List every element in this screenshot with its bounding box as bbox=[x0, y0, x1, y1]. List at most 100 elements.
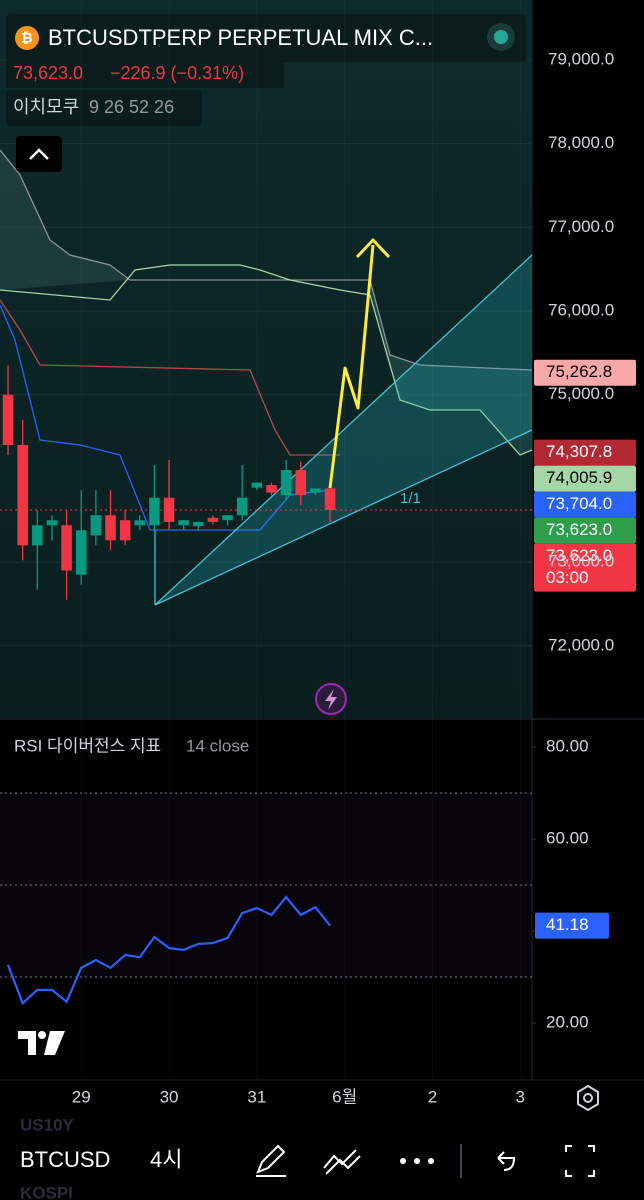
candle-body bbox=[251, 482, 263, 488]
cloud-fill bbox=[0, 150, 130, 290]
candle-body bbox=[178, 520, 189, 526]
candle-body bbox=[266, 485, 277, 493]
arrow-path bbox=[328, 244, 375, 489]
candle-body bbox=[236, 497, 248, 516]
y-tick-label: 79,000.0 bbox=[548, 49, 614, 68]
tv-logo bbox=[18, 1031, 65, 1055]
header-box bbox=[6, 14, 526, 62]
toolbar bbox=[0, 1118, 644, 1200]
ichimoku bbox=[0, 149, 533, 531]
symbol-button[interactable]: BTCUSD bbox=[20, 1147, 110, 1172]
dot bbox=[428, 1158, 434, 1164]
candle-body bbox=[2, 394, 14, 445]
more-button[interactable] bbox=[400, 1158, 434, 1164]
candle-body bbox=[75, 530, 87, 575]
y-tick-label: 78,000.0 bbox=[548, 133, 614, 152]
fan-drawing bbox=[154, 254, 533, 606]
candle-body bbox=[149, 497, 160, 526]
bolt bbox=[325, 689, 337, 710]
price-labels: 75,262.8 74,307.8 74,005.9 73,704.0 73,623.0… bbox=[534, 359, 636, 592]
y-tick-label: 60.00 bbox=[546, 829, 589, 848]
price-box bbox=[6, 62, 284, 88]
collapse-button[interactable] bbox=[16, 136, 62, 172]
x-tick-label: 30 bbox=[160, 1087, 179, 1106]
trend-tool[interactable] bbox=[323, 1149, 361, 1175]
logo-part bbox=[38, 1031, 46, 1039]
countdown: 03:00 bbox=[546, 568, 589, 587]
y-tick-label: 72,000.0 bbox=[548, 635, 614, 654]
dot bbox=[414, 1158, 420, 1164]
price-label-box bbox=[534, 359, 636, 386]
coin-glyph: ₿ bbox=[21, 30, 32, 46]
rsi-params: 14 close bbox=[186, 736, 249, 755]
x-tick-label: 6월 bbox=[332, 1087, 357, 1106]
y-tick-label: 20.00 bbox=[546, 1012, 589, 1031]
x-tick-label: 2 bbox=[428, 1087, 437, 1106]
price-label: 74,005.9 bbox=[546, 468, 612, 487]
indicator-box bbox=[6, 90, 202, 126]
price-label: 74,307.8 bbox=[546, 442, 612, 461]
span-a bbox=[0, 264, 533, 456]
conversion-line bbox=[0, 304, 331, 531]
dot bbox=[400, 1158, 406, 1164]
candle-body bbox=[163, 497, 175, 522]
base-line bbox=[0, 299, 340, 456]
candle-body bbox=[310, 488, 321, 493]
rsi-value-box bbox=[535, 912, 609, 939]
rsi-line bbox=[7, 895, 331, 1006]
rsi-value-label: 41.18 bbox=[546, 915, 589, 934]
fullscreen-button[interactable] bbox=[565, 1145, 595, 1177]
price-label-box bbox=[534, 465, 636, 492]
draw-tool[interactable] bbox=[256, 1144, 286, 1177]
price-label-box bbox=[534, 439, 636, 466]
candle-body bbox=[193, 521, 204, 527]
indicator-params: 9 26 52 26 bbox=[89, 97, 174, 117]
settings-icon[interactable] bbox=[577, 1084, 599, 1112]
candle-body bbox=[324, 488, 336, 510]
x-tick-label: 31 bbox=[247, 1087, 266, 1106]
candle-body bbox=[134, 520, 146, 526]
ghost-symbol: US10Y bbox=[20, 1115, 75, 1134]
span-b bbox=[0, 149, 533, 371]
candle-body bbox=[61, 525, 72, 571]
candle-body bbox=[207, 517, 219, 522]
cloud-fill bbox=[370, 280, 532, 455]
candle-body bbox=[280, 470, 292, 496]
ghost-symbol: KOSPI bbox=[20, 1183, 73, 1200]
candle-body bbox=[222, 515, 233, 521]
logo-part bbox=[44, 1031, 65, 1055]
price-label-box bbox=[534, 543, 636, 592]
candle-body bbox=[46, 520, 58, 526]
indicator-name: 이치모쿠 bbox=[13, 97, 79, 117]
y-tick-label: 76,000.0 bbox=[548, 301, 614, 320]
settings-center bbox=[583, 1093, 593, 1103]
price-change: −226.9 (−0.31%) bbox=[110, 63, 244, 83]
candle-body bbox=[17, 444, 28, 546]
arrow-head bbox=[355, 238, 391, 259]
price-label: 75,262.8 bbox=[546, 362, 612, 381]
candles bbox=[2, 365, 336, 600]
price-label-box bbox=[534, 491, 636, 518]
y-tick-label: 77,000.0 bbox=[548, 217, 614, 236]
y-tick-label: 75,000.0 bbox=[548, 384, 614, 403]
interval-button[interactable]: 4시 bbox=[150, 1147, 182, 1172]
undo-button[interactable] bbox=[497, 1151, 516, 1171]
fan-lines bbox=[154, 254, 533, 606]
symbol-title: BTCUSDTPERP PERPETUAL MIX C... bbox=[48, 25, 433, 50]
annotation: 1/1 bbox=[400, 490, 421, 507]
price-label: 73,623.0 bbox=[546, 546, 612, 565]
arrow-drawing bbox=[328, 238, 391, 489]
candle-body bbox=[105, 515, 116, 541]
price-label: 73,623.0 bbox=[546, 520, 612, 539]
status-dot bbox=[494, 30, 508, 44]
x-tick-label: 3 bbox=[516, 1087, 525, 1106]
candle-body bbox=[90, 515, 102, 536]
y-tick-label: 80.00 bbox=[546, 737, 589, 756]
candle-body bbox=[295, 470, 307, 496]
logo-part bbox=[18, 1031, 36, 1055]
candle-body bbox=[32, 525, 43, 546]
candle-body bbox=[119, 520, 131, 541]
y-tick-label: 73,000.0 bbox=[548, 552, 614, 571]
